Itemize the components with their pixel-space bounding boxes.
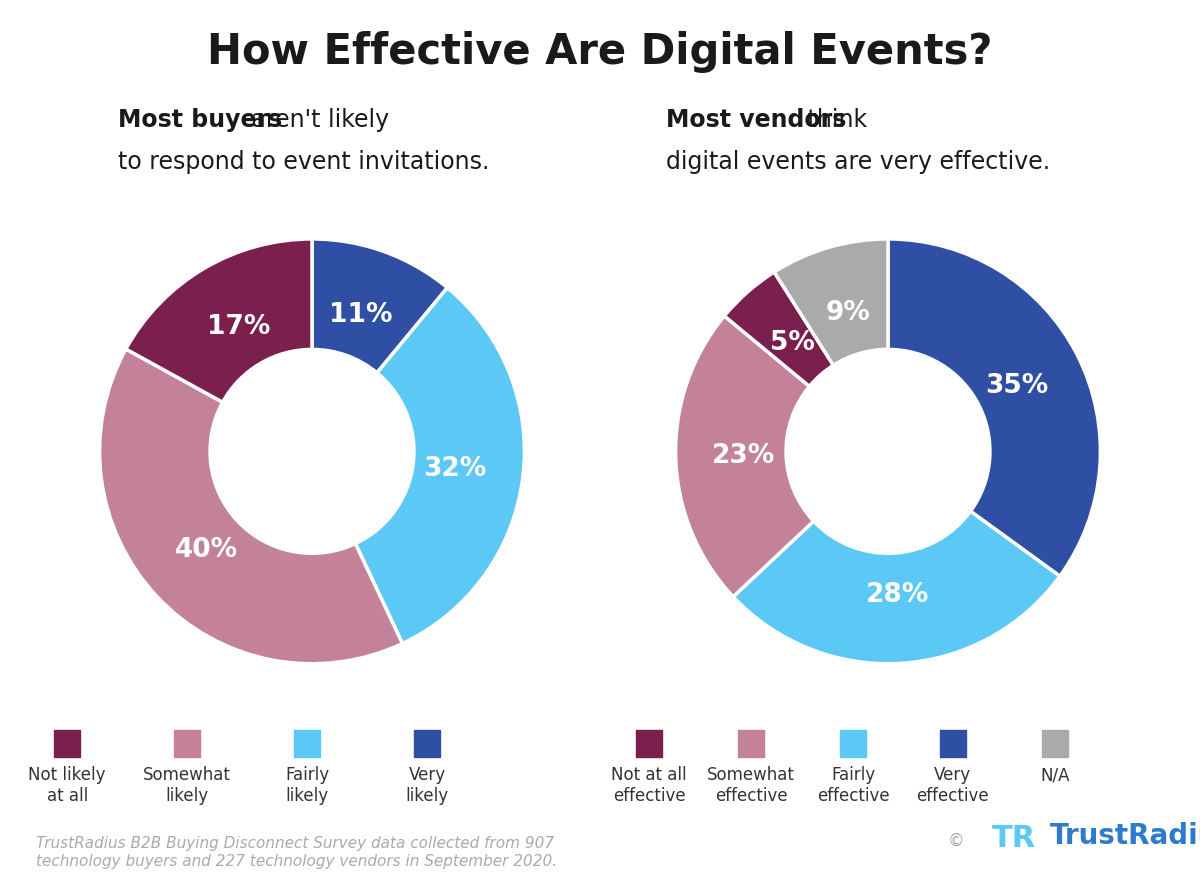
Text: ©: © (948, 832, 965, 850)
Wedge shape (888, 239, 1100, 576)
Text: Somewhat
likely: Somewhat likely (143, 766, 232, 805)
Text: How Effective Are Digital Events?: How Effective Are Digital Events? (208, 31, 992, 73)
Text: 9%: 9% (826, 300, 870, 326)
Text: Fairly
effective: Fairly effective (817, 766, 889, 805)
Text: 28%: 28% (865, 582, 929, 609)
Text: 32%: 32% (424, 457, 487, 482)
Text: 40%: 40% (175, 537, 239, 563)
Text: aren't likely: aren't likely (244, 108, 389, 132)
Text: Most vendors: Most vendors (666, 108, 846, 132)
Text: TR: TR (992, 824, 1036, 853)
Wedge shape (774, 239, 888, 366)
Text: Somewhat
effective: Somewhat effective (707, 766, 796, 805)
Text: 17%: 17% (206, 314, 270, 340)
Text: to respond to event invitations.: to respond to event invitations. (118, 150, 488, 174)
Text: 5%: 5% (770, 330, 815, 356)
Wedge shape (100, 349, 402, 664)
Text: TrustRadius: TrustRadius (1050, 821, 1200, 850)
Text: N/A: N/A (1040, 766, 1069, 784)
Text: Not likely
at all: Not likely at all (29, 766, 106, 805)
Text: Very
effective: Very effective (917, 766, 989, 805)
Text: 35%: 35% (985, 373, 1049, 399)
Wedge shape (733, 512, 1060, 664)
Wedge shape (126, 239, 312, 403)
Text: Very
likely: Very likely (406, 766, 449, 805)
Text: 11%: 11% (329, 303, 392, 328)
Text: TrustRadius B2B Buying Disconnect Survey data collected from 907
technology buye: TrustRadius B2B Buying Disconnect Survey… (36, 836, 557, 869)
Text: think: think (800, 108, 868, 132)
Text: digital events are very effective.: digital events are very effective. (666, 150, 1050, 174)
Wedge shape (725, 272, 833, 387)
Text: Most buyers: Most buyers (118, 108, 282, 132)
Wedge shape (355, 288, 524, 643)
Text: 23%: 23% (712, 442, 775, 469)
Wedge shape (312, 239, 448, 373)
Wedge shape (676, 316, 814, 596)
Text: Not at all
effective: Not at all effective (611, 766, 688, 805)
Text: Fairly
likely: Fairly likely (286, 766, 329, 805)
